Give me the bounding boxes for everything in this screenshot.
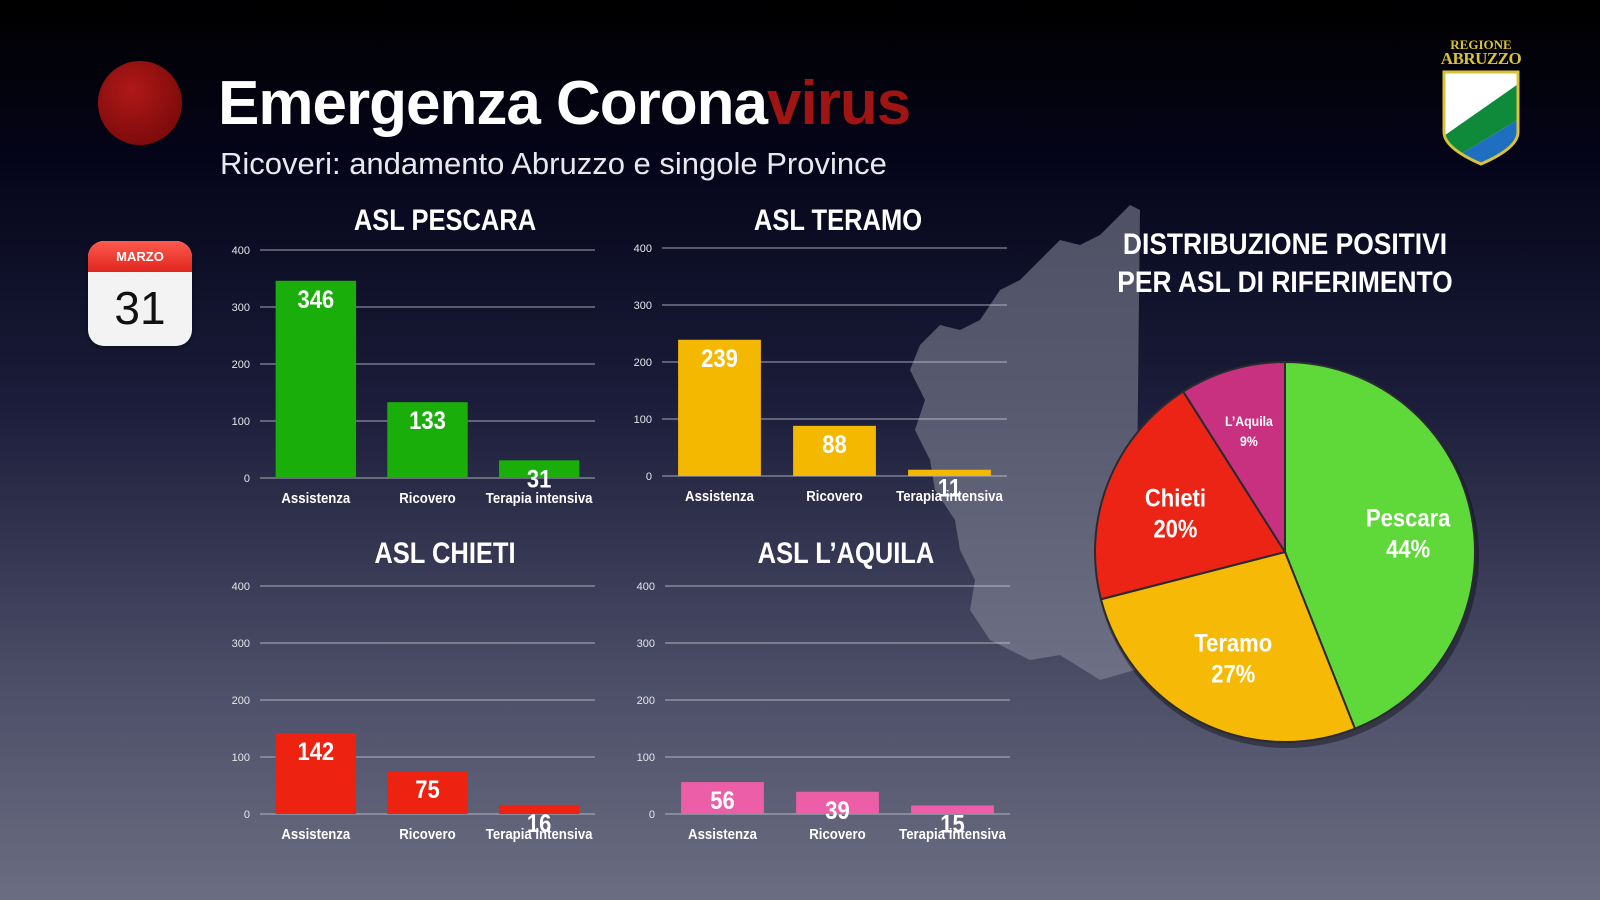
bar-chieti-2 [387,771,468,814]
bar-laquila-2 [796,791,879,814]
pie-slice-laquila [1181,360,1286,556]
pie-slice-pescara [1284,360,1476,730]
bar-laquila-1 [681,782,764,814]
y-tick-label: 0 [244,809,250,821]
bar-value-label: 142 [297,738,334,766]
bar-value-label: 75 [415,776,439,804]
regione-abruzzo-logo: REGIONE ABRUZZO [1438,38,1524,170]
x-category-label: Terapia intensiva [486,825,593,842]
chart-title-laquila: ASL L’AQUILA [757,537,935,570]
bar-chart-pescara: 0 100 200 300 400 346 Assistenza 133 Ricovero 31T… [232,245,595,506]
bar-value-label: 88 [822,431,846,459]
x-category-label: Ricovero [399,489,456,506]
page-title: Emergenza Coronavirus [218,69,911,138]
y-tick-label: 100 [232,752,250,764]
x-category-label: Terapia intensiva [486,489,593,506]
x-category-label: Assistenza [685,487,754,504]
pie-slice-teramo [1099,550,1357,743]
pie-slice-name: Chieti [1145,484,1206,512]
bar-value-label: 346 [297,285,334,313]
y-tick-label: 400 [634,243,652,255]
calendar-icon: MARZO 31 [88,241,192,346]
bar-value-label: 239 [701,344,738,372]
bar-teramo-1 [678,339,761,476]
bar-pescara-3 [498,460,580,478]
bar-chieti-3 [498,804,580,814]
bar-value-label: 16 [527,810,551,838]
y-tick-label: 300 [637,638,655,650]
pie-slice-name: L’Aquila [1225,413,1273,429]
y-tick-label: 100 [232,416,250,428]
bar-value-label: 11 [938,474,961,502]
x-category-label: Ricovero [809,825,866,842]
y-tick-label: 100 [634,414,652,426]
bar-pescara-1 [275,280,357,478]
bar-laquila-3 [911,805,994,814]
chart-title-pescara: ASL PESCARA [353,204,537,237]
bar-chart-chieti: 0 100 200 300 400 142 Assistenza 75 Ricovero 16Te… [232,581,595,842]
pie-slice-name: Teramo [1194,629,1272,657]
x-category-label: Terapia intensiva [896,487,1003,504]
y-tick-label: 400 [232,581,250,593]
bar-teramo-2 [793,425,876,476]
pie-slice-percent: 20% [1153,515,1197,543]
pie-slice-chieti [1094,390,1287,601]
bar-value-label: 15 [940,810,964,838]
x-category-label: Assistenza [281,489,350,506]
bar-value-label: 133 [409,407,446,435]
y-tick-label: 200 [637,695,655,707]
y-tick-label: 300 [232,302,250,314]
y-tick-label: 0 [244,473,250,485]
title-accent: virus [767,69,911,138]
bar-value-label: 31 [527,465,551,493]
y-tick-label: 400 [637,581,655,593]
calendar-month: MARZO [88,241,192,272]
y-tick-label: 200 [232,359,250,371]
y-tick-label: 0 [649,809,655,821]
x-category-label: Ricovero [399,825,456,842]
calendar-day: 31 [114,282,166,334]
bar-chieti-1 [275,733,357,814]
pie-slice-percent: 27% [1211,660,1255,688]
pie-chart-title: DISTRIBUZIONE POSITIVI PER ASL DI RIFERI… [1117,228,1453,299]
y-tick-label: 300 [634,300,652,312]
region-map-silhouette [910,205,1140,680]
bar-teramo-3 [908,469,991,476]
pie-slice-name: Pescara [1366,504,1451,532]
chart-title-chieti: ASL CHIETI [374,537,516,570]
y-tick-label: 200 [232,695,250,707]
y-tick-label: 300 [232,638,250,650]
pie-slice-percent: 44% [1386,535,1430,563]
chart-title-teramo: ASL TERAMO [753,204,923,237]
x-category-label: Terapia intensiva [899,825,1006,842]
bar-pescara-2 [387,402,468,478]
bar-value-label: 39 [825,796,849,824]
page-subtitle: Ricoveri: andamento Abruzzo e singole Pr… [220,146,887,181]
pie-chart: Pescara 44% Teramo 27% Chieti 20% L’Aquila 9% [1094,360,1479,748]
x-category-label: Assistenza [281,825,350,842]
y-tick-label: 100 [637,752,655,764]
red-dot-icon [98,61,182,145]
bar-chart-teramo: 0 100 200 300 400 239 Assistenza 88 Ricovero 11Te… [634,243,1007,504]
y-tick-label: 200 [634,357,652,369]
pie-slice-percent: 9% [1240,433,1258,449]
y-tick-label: 0 [646,471,652,483]
bar-value-label: 56 [710,787,734,815]
y-tick-label: 400 [232,245,250,257]
x-category-label: Assistenza [688,825,757,842]
x-category-label: Ricovero [806,487,863,504]
